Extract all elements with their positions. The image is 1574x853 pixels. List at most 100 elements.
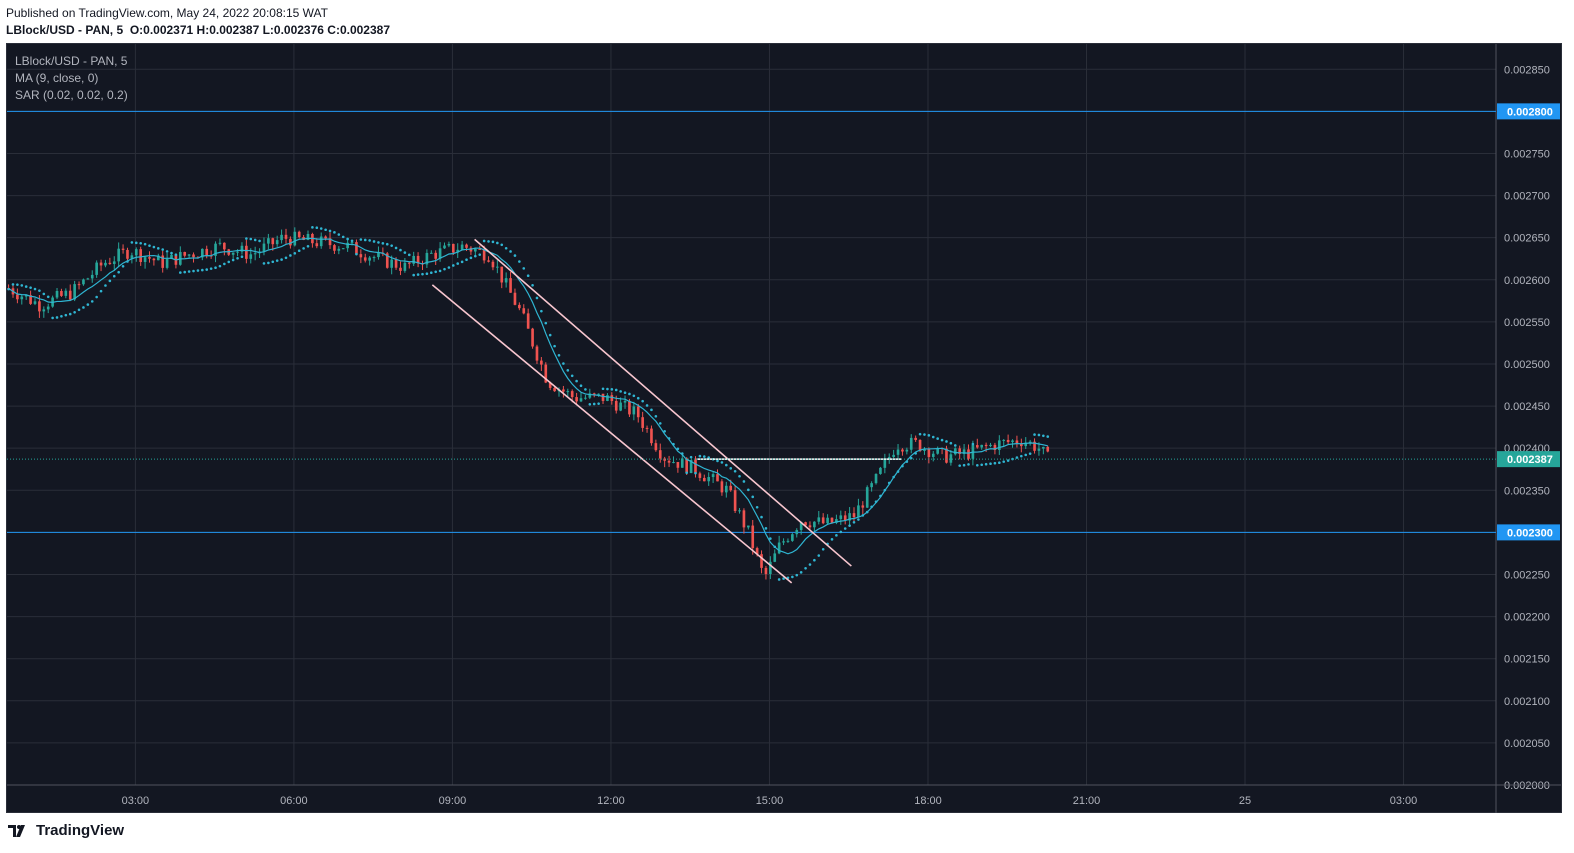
candle-body bbox=[562, 389, 565, 392]
sar-dot bbox=[720, 461, 724, 464]
sar-dot bbox=[1042, 434, 1045, 438]
candle-body bbox=[284, 234, 288, 239]
sar-dot bbox=[733, 469, 737, 473]
sar-dot bbox=[799, 571, 803, 574]
candle-body bbox=[513, 292, 517, 305]
candle-body bbox=[267, 238, 270, 244]
sar-dot bbox=[892, 475, 895, 479]
sar-dot bbox=[223, 262, 226, 266]
candle-body bbox=[742, 510, 746, 528]
candle-body bbox=[614, 400, 618, 411]
candle-body bbox=[931, 453, 935, 457]
candle-body bbox=[588, 393, 592, 398]
x-tick-label: 15:00 bbox=[756, 795, 784, 807]
candle-body bbox=[363, 257, 367, 261]
candle-body bbox=[852, 513, 856, 518]
sar-dot bbox=[346, 237, 349, 241]
sar-dot bbox=[311, 226, 314, 229]
sar-dot bbox=[403, 251, 407, 254]
price-chart[interactable]: 0.002000 0.002050 0.002100 0.002150 0.002200… bbox=[0, 0, 1574, 815]
sar-dot bbox=[126, 260, 129, 263]
sar-dot bbox=[672, 442, 675, 446]
sar-dot bbox=[306, 244, 310, 248]
candle-body bbox=[170, 254, 173, 259]
sar-dot bbox=[289, 254, 292, 257]
candle-body bbox=[641, 417, 644, 428]
sar-dot bbox=[99, 289, 103, 293]
sar-dot bbox=[469, 256, 473, 260]
candle-body bbox=[293, 231, 297, 246]
sar-dot bbox=[68, 312, 72, 316]
candle-body bbox=[249, 254, 253, 259]
candle-body bbox=[134, 249, 138, 256]
candle-body bbox=[245, 245, 248, 259]
legend-sar[interactable]: SAR (0.02, 0.02, 0.2) bbox=[15, 88, 128, 102]
sar-dot bbox=[628, 392, 631, 396]
sar-dot bbox=[82, 306, 85, 309]
sar-dot bbox=[407, 253, 411, 257]
sar-dot bbox=[636, 396, 640, 400]
sar-dot bbox=[192, 269, 195, 273]
candle-body bbox=[958, 448, 962, 454]
candle-body bbox=[90, 274, 94, 279]
candle-body bbox=[187, 254, 191, 256]
candle-body bbox=[1033, 441, 1036, 451]
candle-body bbox=[566, 391, 570, 393]
sar-dot bbox=[1002, 460, 1006, 463]
sar-dot bbox=[421, 272, 424, 276]
legend-ma[interactable]: MA (9, close, 0) bbox=[15, 71, 99, 85]
candle-body bbox=[997, 440, 1001, 450]
candle-body bbox=[447, 243, 451, 246]
sar-dot bbox=[632, 394, 636, 398]
sar-dot bbox=[993, 461, 997, 465]
sar-dot bbox=[253, 238, 257, 242]
candle-body bbox=[465, 244, 468, 248]
ma-line bbox=[8, 237, 1048, 555]
y-tick-label: 0.002550 bbox=[1504, 317, 1550, 329]
sar-dot bbox=[443, 267, 446, 271]
candle-body bbox=[275, 240, 279, 245]
sar-dot bbox=[747, 488, 750, 492]
sar-dot bbox=[112, 274, 116, 278]
candle-body bbox=[161, 255, 165, 268]
candle-body bbox=[460, 244, 464, 250]
candle-body bbox=[412, 255, 416, 264]
y-tick-label: 0.002250 bbox=[1504, 569, 1550, 581]
candle-body bbox=[967, 449, 970, 459]
candle-body bbox=[843, 515, 847, 521]
candle-body bbox=[826, 517, 829, 524]
candle-body bbox=[623, 400, 627, 403]
sar-dot bbox=[725, 463, 728, 467]
candle-body bbox=[319, 236, 323, 247]
sar-dot bbox=[658, 422, 662, 425]
candle-body bbox=[738, 510, 741, 512]
sar-dot bbox=[452, 264, 455, 267]
candle-body bbox=[821, 517, 825, 524]
x-tick-label: 09:00 bbox=[439, 795, 467, 807]
candle-body bbox=[126, 249, 129, 259]
sar-dot bbox=[998, 461, 1001, 465]
sar-dot bbox=[870, 505, 873, 509]
candle-body bbox=[20, 296, 24, 300]
sar-dot bbox=[980, 463, 984, 467]
candle-body bbox=[865, 487, 869, 508]
sar-dot bbox=[1006, 459, 1010, 462]
footer-bar bbox=[0, 815, 1574, 853]
candle-body bbox=[984, 444, 988, 447]
candle-body bbox=[531, 328, 534, 347]
header-symbol: LBlock/USD - PAN, 5 bbox=[6, 23, 124, 37]
candle-body bbox=[720, 481, 724, 493]
candle-body bbox=[341, 248, 345, 250]
candle-body bbox=[777, 542, 781, 554]
sar-dot bbox=[425, 272, 429, 276]
y-tick-label: 0.002700 bbox=[1504, 191, 1550, 203]
candle-body bbox=[848, 513, 851, 521]
sar-dot bbox=[227, 260, 231, 264]
tradingview-logo[interactable]: TradingView bbox=[8, 822, 124, 839]
candle-body bbox=[68, 290, 72, 300]
candle-body bbox=[148, 257, 151, 259]
sar-dot bbox=[51, 316, 54, 320]
sar-dot bbox=[716, 459, 719, 463]
chart-frame[interactable] bbox=[6, 43, 1562, 813]
candle-body bbox=[451, 243, 455, 253]
